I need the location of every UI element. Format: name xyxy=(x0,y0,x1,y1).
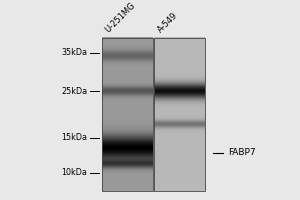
Text: 15kDa: 15kDa xyxy=(61,133,87,142)
Text: 25kDa: 25kDa xyxy=(61,87,87,96)
Text: 10kDa: 10kDa xyxy=(61,168,87,177)
Text: 35kDa: 35kDa xyxy=(61,48,87,57)
Bar xyxy=(154,38,205,191)
Bar xyxy=(102,38,153,191)
Bar xyxy=(154,38,205,191)
Bar xyxy=(102,38,153,191)
Text: A-549: A-549 xyxy=(156,11,180,34)
Text: FABP7: FABP7 xyxy=(228,148,255,157)
Text: U-251MG: U-251MG xyxy=(104,1,137,34)
